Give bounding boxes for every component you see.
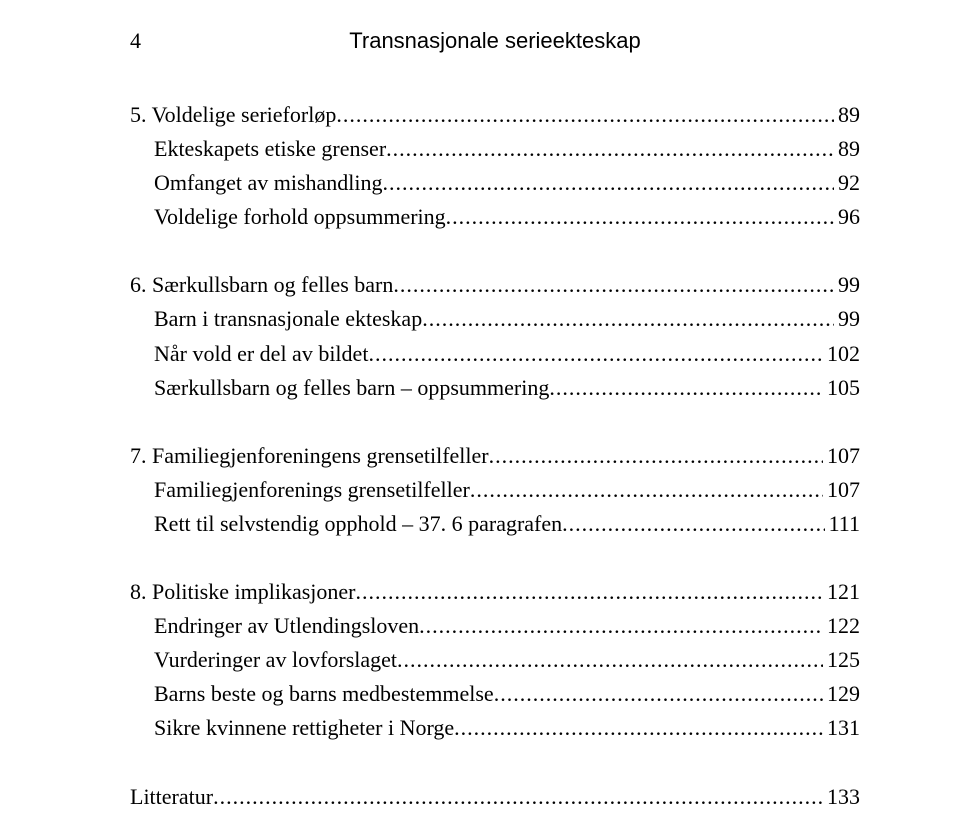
toc-page-number: 133 xyxy=(823,780,860,814)
toc-label: Barn i transnasjonale ekteskap xyxy=(154,302,422,336)
toc-entry: Vurderinger av lovforslaget 125 xyxy=(130,643,860,677)
toc-leader-dots xyxy=(213,780,823,814)
toc-spacer xyxy=(130,746,860,780)
toc-leader-dots xyxy=(368,337,823,371)
toc-label: Rett til selvstendig opphold – 37. 6 par… xyxy=(154,507,562,541)
table-of-contents: 5. Voldelige serieforløp89Ekteskapets et… xyxy=(130,98,860,814)
toc-page-number: 107 xyxy=(823,473,860,507)
toc-leader-dots xyxy=(383,166,834,200)
toc-leader-dots xyxy=(494,677,823,711)
toc-entry: 8. Politiske implikasjoner 121 xyxy=(130,575,860,609)
toc-page-number: 129 xyxy=(823,677,860,711)
toc-label: 7. Familiegjenforeningens grensetilfelle… xyxy=(130,439,489,473)
page-header: 4 Transnasjonale serieekteskap xyxy=(130,28,860,56)
toc-entry: Sikre kvinnene rettigheter i Norge 131 xyxy=(130,711,860,745)
toc-leader-dots xyxy=(419,609,823,643)
toc-leader-dots xyxy=(470,473,823,507)
toc-label: Litteratur xyxy=(130,780,213,814)
toc-page-number: 102 xyxy=(823,337,860,371)
toc-entry: Ekteskapets etiske grenser 89 xyxy=(130,132,860,166)
toc-leader-dots xyxy=(393,268,834,302)
toc-entry: Barns beste og barns medbestemmelse 129 xyxy=(130,677,860,711)
toc-label: Vurderinger av lovforslaget xyxy=(154,643,397,677)
toc-leader-dots xyxy=(397,643,823,677)
toc-leader-dots xyxy=(489,439,823,473)
toc-page-number: 131 xyxy=(823,711,860,745)
toc-page-number: 89 xyxy=(834,132,860,166)
toc-leader-dots xyxy=(356,575,824,609)
toc-entry: 5. Voldelige serieforløp 89 xyxy=(130,98,860,132)
toc-leader-dots xyxy=(549,371,823,405)
toc-entry: Endringer av Utlendingsloven 122 xyxy=(130,609,860,643)
toc-entry: Omfanget av mishandling 92 xyxy=(130,166,860,200)
toc-leader-dots xyxy=(336,98,834,132)
toc-label: Ekteskapets etiske grenser xyxy=(154,132,386,166)
toc-label: 6. Særkullsbarn og felles barn xyxy=(130,268,393,302)
toc-label: Når vold er del av bildet xyxy=(154,337,368,371)
toc-leader-dots xyxy=(562,507,824,541)
toc-page-number: 99 xyxy=(834,268,860,302)
toc-label: Endringer av Utlendingsloven xyxy=(154,609,419,643)
toc-spacer xyxy=(130,234,860,268)
toc-page-number: 121 xyxy=(823,575,860,609)
toc-entry: 6. Særkullsbarn og felles barn 99 xyxy=(130,268,860,302)
toc-leader-dots xyxy=(386,132,834,166)
toc-page-number: 105 xyxy=(823,371,860,405)
toc-entry: Voldelige forhold oppsummering 96 xyxy=(130,200,860,234)
toc-entry: Barn i transnasjonale ekteskap 99 xyxy=(130,302,860,336)
toc-label: Sikre kvinnene rettigheter i Norge xyxy=(154,711,454,745)
toc-entry: Rett til selvstendig opphold – 37. 6 par… xyxy=(130,507,860,541)
toc-page-number: 122 xyxy=(823,609,860,643)
toc-label: Særkullsbarn og felles barn – oppsummeri… xyxy=(154,371,549,405)
toc-entry: Når vold er del av bildet 102 xyxy=(130,337,860,371)
toc-page-number: 99 xyxy=(834,302,860,336)
toc-spacer xyxy=(130,541,860,575)
toc-entry: Særkullsbarn og felles barn – oppsummeri… xyxy=(130,371,860,405)
toc-page-number: 92 xyxy=(834,166,860,200)
toc-page-number: 111 xyxy=(825,507,860,541)
page-number: 4 xyxy=(130,28,141,54)
toc-label: Barns beste og barns medbestemmelse xyxy=(154,677,494,711)
toc-page-number: 96 xyxy=(834,200,860,234)
page-title: Transnasjonale serieekteskap xyxy=(130,28,860,54)
toc-page-number: 89 xyxy=(834,98,860,132)
toc-label: Familiegjenforenings grensetilfeller xyxy=(154,473,470,507)
toc-entry: 7. Familiegjenforeningens grensetilfelle… xyxy=(130,439,860,473)
toc-label: 5. Voldelige serieforløp xyxy=(130,98,336,132)
toc-leader-dots xyxy=(446,200,834,234)
toc-label: Omfanget av mishandling xyxy=(154,166,383,200)
toc-leader-dots xyxy=(454,711,823,745)
toc-leader-dots xyxy=(422,302,834,336)
toc-entry: Familiegjenforenings grensetilfeller 107 xyxy=(130,473,860,507)
toc-spacer xyxy=(130,405,860,439)
toc-label: 8. Politiske implikasjoner xyxy=(130,575,356,609)
toc-page-number: 125 xyxy=(823,643,860,677)
toc-entry: Litteratur 133 xyxy=(130,780,860,814)
toc-label: Voldelige forhold oppsummering xyxy=(154,200,446,234)
toc-page-number: 107 xyxy=(823,439,860,473)
